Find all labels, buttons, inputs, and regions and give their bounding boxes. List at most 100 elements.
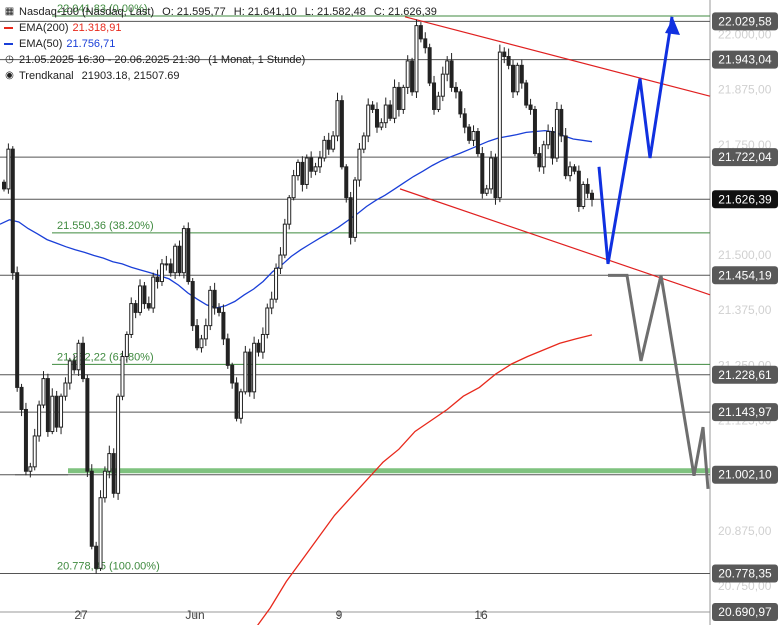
candle — [568, 161, 573, 182]
candle — [59, 393, 64, 435]
candle-body — [252, 342, 257, 393]
fib-level-label: 20.778,35 (100.00%) — [57, 560, 160, 572]
candle-body — [541, 144, 546, 168]
candle — [138, 279, 143, 316]
candle — [230, 362, 235, 389]
candle-body — [15, 272, 20, 388]
candle-body — [173, 245, 178, 274]
candle-body — [317, 157, 322, 168]
candle — [129, 297, 134, 339]
candle — [247, 348, 252, 397]
price-label: 20.778,35 — [718, 566, 772, 580]
candle — [497, 44, 502, 203]
legend-instrument-row: ▦ Nasdaq-100 (Nasdaq, Last) O: 21.595,77… — [4, 4, 437, 20]
candle-body — [554, 108, 559, 159]
candle — [300, 156, 305, 192]
candle — [296, 159, 300, 181]
candle-body — [265, 307, 270, 335]
candle-body — [89, 470, 94, 547]
chart-legend: ▦ Nasdaq-100 (Nasdaq, Last) O: 21.595,77… — [4, 4, 437, 84]
candle — [335, 92, 340, 142]
candle — [168, 258, 173, 277]
candle — [388, 100, 393, 121]
candle — [28, 462, 33, 478]
candle-body — [313, 166, 318, 172]
candle — [379, 118, 384, 131]
candle-body — [528, 104, 533, 110]
candle — [76, 339, 81, 376]
candle-body — [230, 364, 235, 384]
candle-body — [76, 342, 81, 371]
candle-body — [309, 157, 314, 172]
candle-body — [445, 60, 450, 75]
price-label-box — [712, 190, 778, 209]
candle — [471, 125, 476, 147]
candle — [423, 32, 428, 54]
candle — [493, 153, 498, 205]
candle-body — [177, 245, 182, 274]
candle-body — [186, 228, 191, 283]
candle-body — [181, 228, 186, 274]
candle-body — [484, 188, 489, 194]
candle — [475, 127, 480, 157]
candle — [10, 146, 15, 280]
candle-body — [133, 303, 138, 313]
candle-body — [383, 104, 388, 124]
price-label: 21.626,39 — [718, 192, 772, 206]
clock-icon: ◷ — [5, 54, 14, 65]
high-value: H: 21.641,10 — [233, 6, 297, 18]
candle-body — [585, 183, 590, 194]
price-label-box — [712, 564, 778, 583]
candle-body — [331, 135, 336, 150]
price-label: 21.143,97 — [718, 405, 772, 419]
price-label: 20.690,97 — [718, 605, 772, 619]
candle — [396, 82, 401, 117]
candle — [502, 47, 507, 64]
candle — [265, 303, 270, 339]
close-value: C: 21.626,39 — [373, 6, 437, 18]
ema50-label: EMA(50) — [19, 38, 63, 50]
candle — [576, 165, 581, 212]
candle — [94, 541, 99, 574]
candle — [559, 104, 564, 143]
candle-body — [269, 298, 274, 309]
candle-body — [146, 303, 151, 309]
candle — [195, 319, 200, 351]
channel-lower-line — [399, 188, 711, 296]
candle-body — [107, 453, 112, 472]
price-label: 21.454,19 — [718, 268, 772, 282]
candle — [80, 336, 85, 383]
candle — [186, 222, 191, 285]
candle-body — [2, 181, 6, 190]
candle-body — [405, 60, 410, 88]
candle-body — [50, 395, 55, 433]
price-label: 21.002,10 — [718, 468, 772, 482]
candle — [102, 466, 107, 503]
price-label: 21.943,04 — [718, 53, 772, 67]
candle-body — [28, 466, 33, 472]
candle — [515, 62, 520, 96]
candle-body — [278, 254, 283, 269]
candle-body — [489, 157, 494, 190]
candle-body — [238, 391, 243, 419]
candle-body — [432, 82, 437, 110]
candle — [41, 371, 46, 409]
candle-body — [72, 360, 77, 371]
candle — [72, 354, 77, 374]
candle — [366, 98, 371, 143]
ema200-value: 21.318,91 — [72, 22, 122, 34]
candle — [361, 132, 366, 154]
candle — [331, 131, 336, 153]
candle-body — [326, 139, 331, 150]
candle — [181, 225, 186, 279]
candle-body — [361, 135, 366, 150]
candle — [304, 154, 309, 189]
candle — [374, 102, 379, 133]
candle — [392, 79, 397, 124]
candle-body — [195, 325, 200, 349]
candle — [85, 374, 90, 477]
candle — [524, 79, 529, 109]
candle — [89, 464, 94, 550]
candle — [462, 108, 467, 134]
legend-trend-row: ◉ Trendkanal 21903.18, 21507.69 — [4, 68, 437, 84]
